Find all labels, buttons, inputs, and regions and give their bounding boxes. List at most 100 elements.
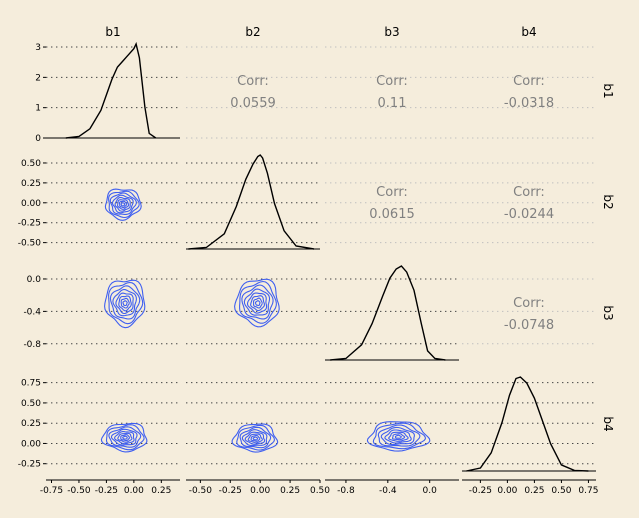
contour-line	[377, 424, 421, 447]
y-tick-label: -0.25	[18, 219, 41, 229]
x-tick-label: -0.25	[469, 486, 492, 496]
density-curve-b3	[330, 265, 446, 361]
panel-b4-b1: -0.25 0.00 0.25 0.50 0.75	[18, 379, 180, 470]
contour-line	[252, 436, 259, 441]
panel-b3-b3	[325, 265, 459, 361]
contour-line	[109, 192, 137, 215]
contour-line	[231, 423, 279, 453]
x-tick-label: -0.25	[95, 486, 118, 496]
contour-line	[115, 292, 134, 315]
x-tick-label: 0.00	[250, 486, 270, 496]
contour-line	[118, 295, 132, 312]
strip-label-top-b2: b2	[245, 25, 260, 39]
x-tick-label: 0.00	[497, 486, 517, 496]
contour-line	[380, 426, 415, 446]
y-tick-label: 0.00	[21, 199, 41, 209]
contour-line	[117, 432, 133, 443]
corr-label: Corr:	[376, 74, 408, 89]
panel-b1-b1: 0 1 2 3	[35, 41, 180, 144]
corr-value: 0.0559	[230, 96, 276, 111]
y-tick-label: 0.00	[21, 439, 41, 449]
contour-line	[105, 424, 145, 451]
x-tick-label: -0.25	[219, 486, 242, 496]
y-tick-label: 2	[35, 73, 41, 83]
contour-line	[104, 279, 146, 329]
contour-line	[114, 431, 135, 445]
y-tick-label: 0	[35, 134, 41, 144]
panel-b2-b3: Corr: 0.0615	[325, 162, 459, 244]
y-tick-label: 0.0	[27, 275, 42, 285]
panel-b4-b3	[325, 382, 459, 465]
contour-line	[241, 429, 268, 447]
panel-b2-b2	[186, 154, 320, 250]
contour-line	[112, 288, 137, 317]
panel-b3-b1: -0.8 -0.4 0.0	[23, 275, 180, 350]
panel-b1-b4: Corr: -0.0318	[462, 46, 596, 139]
contour-line	[366, 421, 431, 452]
y-tick-label: 0.50	[21, 159, 41, 169]
contour-line	[391, 433, 406, 441]
corr-value: 0.0615	[369, 207, 415, 222]
contour-line	[394, 434, 402, 439]
panel-b4-b4	[462, 376, 596, 472]
density-curve-b4	[466, 376, 589, 472]
x-tick-label: -0.50	[189, 486, 213, 496]
x-tick-label: 0.25	[151, 486, 171, 496]
corr-value: -0.0244	[504, 207, 554, 222]
contour-line	[120, 434, 131, 442]
contour-line	[111, 194, 134, 214]
x-tick-label: -0.4	[379, 486, 397, 496]
contour-line	[372, 422, 426, 450]
corr-label: Corr:	[513, 74, 545, 89]
contour-line	[241, 284, 274, 320]
x-tick-label: 0.50	[551, 486, 571, 496]
contour-line	[388, 431, 409, 442]
corr-label: Corr:	[513, 296, 545, 311]
contour-line	[108, 281, 144, 325]
contour-line	[247, 433, 263, 444]
contour-line	[110, 428, 138, 446]
contour-line	[239, 426, 272, 449]
contour-line	[246, 292, 268, 314]
y-tick-label: -0.25	[18, 460, 41, 470]
contour-line	[108, 426, 142, 448]
x-tick-label: 0.25	[524, 486, 544, 496]
contour-line	[104, 188, 142, 221]
panel-b4-b2	[186, 382, 320, 465]
y-tick-label: 1	[35, 104, 41, 114]
x-tick-label: 0.25	[280, 486, 300, 496]
strip-label-right-b1: b1	[601, 83, 615, 98]
corr-label: Corr:	[237, 74, 269, 89]
contour-line	[250, 295, 265, 312]
y-tick-label: 0.25	[21, 419, 41, 429]
x-tick-label: -0.75	[40, 486, 63, 496]
corr-label: Corr:	[376, 185, 408, 200]
x-tick-label: -0.50	[67, 486, 91, 496]
density-curve-b1	[65, 41, 157, 139]
panel-b3-b2	[186, 278, 320, 345]
x-tick-label: 0.50	[310, 486, 330, 496]
panel-b1-b3: Corr: 0.11	[325, 46, 459, 139]
strip-label-top-b4: b4	[521, 25, 536, 39]
panel-b1-b2: Corr: 0.0559	[186, 46, 320, 139]
contour-line	[384, 429, 412, 444]
contour-line	[116, 199, 130, 210]
x-tick-label: 0.75	[578, 486, 598, 496]
contour-line	[114, 196, 131, 212]
corr-label: Corr:	[513, 185, 545, 200]
corr-value: 0.11	[378, 96, 407, 111]
panel-b2-b4: Corr: -0.0244	[462, 162, 596, 244]
corr-value: -0.0748	[504, 318, 554, 333]
contour-line	[244, 431, 266, 445]
x-tick-label: 0.0	[423, 486, 438, 496]
y-tick-label: -0.8	[23, 340, 41, 350]
contour-line	[120, 297, 130, 309]
contour-line	[108, 190, 140, 219]
contour-line	[122, 300, 128, 307]
contour-line	[239, 280, 277, 324]
contour-line	[243, 288, 271, 316]
y-tick-label: -0.4	[23, 307, 41, 317]
contour-line	[234, 278, 280, 328]
contour-line	[109, 285, 141, 320]
